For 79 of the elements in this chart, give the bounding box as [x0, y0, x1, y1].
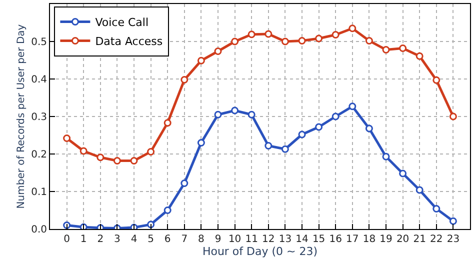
point	[147, 148, 155, 156]
point	[180, 180, 188, 187]
point	[197, 139, 205, 146]
x-tick-label: 16	[329, 234, 342, 245]
x-tick-label: 21	[413, 234, 426, 245]
point	[298, 37, 306, 44]
x-tick-label: 4	[130, 234, 138, 245]
x-tick-label: 0	[64, 234, 70, 245]
y-tick-label: 0.1	[31, 187, 47, 198]
point	[365, 37, 373, 44]
x-tick-label: 5	[148, 234, 154, 245]
point	[264, 30, 272, 38]
y-tick-label: 0.0	[31, 224, 47, 236]
x-tick-label: 22	[430, 234, 443, 245]
point	[298, 130, 306, 138]
legend-label: Data Access	[95, 35, 163, 48]
point	[416, 186, 424, 194]
x-axis-title: Hour of Day (0 ~ 23)	[202, 245, 318, 258]
x-tick-label: 15	[312, 234, 326, 245]
point	[332, 31, 340, 38]
point	[382, 152, 390, 160]
point	[248, 30, 256, 38]
point	[399, 170, 407, 178]
point	[348, 102, 356, 110]
point	[281, 38, 289, 46]
point	[432, 205, 440, 212]
x-tick-label: 23	[446, 234, 460, 245]
point	[80, 147, 88, 155]
x-tick-label: 17	[346, 234, 359, 245]
point	[399, 44, 407, 52]
x-tick-label: 11	[245, 234, 258, 245]
point	[147, 220, 155, 228]
point	[231, 38, 239, 46]
point	[197, 56, 205, 64]
y-axis-title: Number of Records per User per Day	[16, 24, 28, 209]
point	[63, 222, 71, 229]
legend-label: Voice Call	[95, 16, 149, 30]
x-tick-label: 6	[164, 234, 171, 245]
x-tick-label: 20	[396, 234, 410, 245]
point	[264, 142, 272, 150]
x-tick-label: 13	[278, 234, 292, 245]
point	[382, 46, 390, 54]
x-tick-label: 3	[114, 234, 120, 245]
point	[416, 52, 424, 60]
point	[180, 76, 188, 84]
point	[214, 110, 222, 118]
point	[432, 76, 440, 84]
x-tick-label: 2	[97, 234, 104, 245]
x-tick-label: 19	[380, 234, 392, 245]
point	[231, 106, 239, 114]
point	[315, 34, 323, 42]
x-tick-label: 9	[214, 234, 222, 245]
point	[164, 119, 172, 127]
point	[130, 157, 138, 164]
x-tick-label: 7	[181, 234, 188, 245]
x-tick-label: 1	[80, 234, 87, 245]
x-tick-label: 14	[296, 234, 308, 245]
point	[113, 157, 121, 164]
point	[348, 24, 356, 32]
x-tick-label: 18	[362, 234, 376, 245]
point	[315, 123, 323, 131]
y-tick-label: 0.3	[31, 112, 47, 123]
point	[365, 124, 373, 132]
point	[248, 110, 256, 118]
y-tick-label: 0.4	[31, 74, 47, 86]
x-tick-label: 8	[198, 234, 204, 245]
y-tick-label: 0.2	[31, 150, 47, 160]
point	[80, 223, 88, 229]
x-tick-label: 12	[262, 234, 275, 245]
point	[449, 112, 457, 120]
point	[332, 112, 340, 120]
x-tick-label: 10	[228, 234, 242, 245]
point	[96, 154, 104, 162]
point	[449, 217, 457, 225]
point	[281, 145, 289, 153]
point	[214, 48, 222, 55]
point	[63, 134, 71, 142]
y-tick-label: 0.5	[31, 37, 47, 48]
point	[164, 206, 172, 214]
